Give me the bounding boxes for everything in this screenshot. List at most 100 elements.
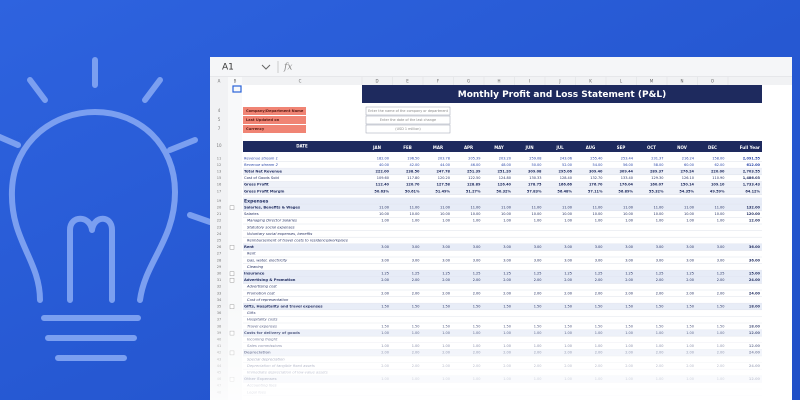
cell-value: 251.20: [497, 170, 511, 174]
cell-value: 56.89%: [618, 189, 633, 193]
cell-value: 160.07: [650, 183, 664, 187]
cell-total: 1,486.03: [743, 176, 761, 180]
cell-value: 2.00: [381, 278, 389, 282]
row-label: Salaries: [244, 212, 259, 216]
cell-value: 2.00: [442, 278, 450, 282]
cell-value: 50.63%: [374, 189, 389, 193]
column-letter: D: [375, 79, 378, 84]
cell-value: 166.66: [558, 183, 572, 187]
cell-value: 46.00: [470, 163, 480, 167]
cell-value: 10.00: [653, 212, 663, 216]
row-label: Rent: [247, 252, 256, 256]
cell-value: 1.00: [412, 219, 420, 223]
cell-total: 15.00: [749, 272, 761, 276]
cell-value: 130.33: [529, 176, 541, 180]
column-letter: C: [299, 79, 302, 84]
row-number: 21: [217, 212, 222, 216]
row-number: 26: [217, 245, 222, 249]
cell-value: 1.25: [412, 272, 420, 276]
cell-value: 127.58: [436, 183, 450, 187]
cell-value: 10.00: [684, 212, 694, 216]
cell-value: 158.00: [712, 156, 724, 160]
cell-value: 2.00: [717, 291, 725, 295]
table-row: 11 Revenue stream 1 182.00 196.50 203.78 205.…: [217, 156, 762, 162]
table-header: [243, 141, 762, 152]
row-label: Salaries, Benefits & Wages: [244, 206, 301, 210]
cell-value: 253.44: [621, 156, 634, 160]
table-row: 22 Managing Director Salaries 1.00 1.00 1.00…: [217, 219, 762, 225]
cell-value: 2.00: [503, 291, 511, 295]
table-row: 28 Gas, water, electricity 3.00 3.00 3.00 3.0…: [217, 258, 762, 264]
row-band: [243, 188, 762, 195]
cell-value: 10.00: [592, 212, 602, 216]
lightbulb-icon: [0, 57, 213, 361]
table-row: 32 Advertising cost: [217, 285, 762, 291]
cell-value: 2.00: [473, 278, 481, 282]
cell-value: 3.00: [717, 258, 725, 262]
cell-value: 126.40: [497, 183, 511, 187]
input-cell: [365, 124, 451, 134]
row-label: Cost of Goods Sold: [244, 176, 279, 180]
cell-value: 231.37: [651, 156, 663, 160]
cell-value: 182.00: [377, 156, 389, 160]
cell-value: 1.00: [381, 219, 389, 223]
row-label: Gross Profit: [244, 183, 269, 187]
cell-value: 55.32%: [649, 189, 664, 193]
cell-value: 3.00: [595, 258, 603, 262]
cell-value: 124.80: [499, 176, 511, 180]
cell-value: 255.40: [590, 156, 602, 160]
cell-value: 51.49%: [435, 189, 450, 193]
row-number: 12: [217, 163, 222, 167]
row-number: 17: [217, 189, 222, 193]
cell-value: 3.00: [442, 245, 450, 249]
column-header-bar: [210, 77, 792, 85]
row-band: [243, 270, 762, 277]
column-letter: O: [711, 79, 714, 84]
cell-value: 243.06: [560, 156, 572, 160]
outline-toggle: [229, 205, 235, 210]
cell-value: 49.59%: [710, 189, 725, 193]
cell-value: 3.00: [412, 245, 420, 249]
row-number: 22: [217, 219, 222, 223]
row-label: Advertising cost: [246, 285, 277, 289]
table-row: 21 Salaries 10.00 10.00 10.00 10.00 10.00 10.00…: [217, 212, 762, 218]
cell-value: 54.35%: [679, 189, 694, 193]
cell-value: 1.00: [686, 219, 694, 223]
cell-value: 56.48%: [557, 189, 572, 193]
cell-value: 2.00: [656, 291, 664, 295]
cell-total: 36.00: [749, 245, 761, 249]
table-row: 23 Statutory social expenses: [217, 225, 762, 231]
dropdown-arrow: [261, 64, 271, 70]
outline-toggle: [229, 278, 235, 283]
month-header: FEB: [403, 145, 412, 150]
column-letter: M: [650, 79, 654, 84]
cell-value: 50.00: [531, 163, 541, 167]
input-hint: (USD 1 million): [395, 127, 421, 131]
cell-value: 222.00: [375, 170, 389, 174]
cell-total: 612.00: [746, 163, 760, 167]
cell-value: 3.00: [503, 245, 511, 249]
cell-value: 259.08: [529, 156, 541, 160]
cell-value: 3.00: [564, 258, 572, 262]
row-label: Promotion cost: [247, 291, 275, 295]
column-letter: B: [234, 79, 237, 84]
column-letter: G: [467, 79, 470, 84]
cell-value: 10.00: [379, 212, 389, 216]
cell-value: 10.00: [623, 212, 633, 216]
cell-value: 1.25: [534, 272, 542, 276]
month-header: JUN: [524, 145, 533, 150]
bottom-fade: [210, 300, 792, 400]
column-letter: J: [558, 79, 560, 84]
row-number: 10: [216, 143, 222, 148]
cell-total: 64.12%: [745, 189, 760, 193]
column-letter: F: [437, 79, 440, 84]
table-row: 26 Rent 3.00 3.00 3.00 3.00 3.00 3.00 3.00 3.00 3.…: [217, 243, 762, 251]
cell-total: 24.00: [749, 278, 761, 282]
month-header: JUL: [555, 145, 564, 150]
cell-value: 238.50: [406, 170, 420, 174]
table-row: 13 Total Net Revenue 222.00 238.50 247.78 251…: [217, 168, 762, 176]
cell-value: 1.00: [473, 219, 481, 223]
row-label: Gross Profit Margin: [244, 189, 285, 193]
cell-value: 3.00: [503, 258, 511, 262]
